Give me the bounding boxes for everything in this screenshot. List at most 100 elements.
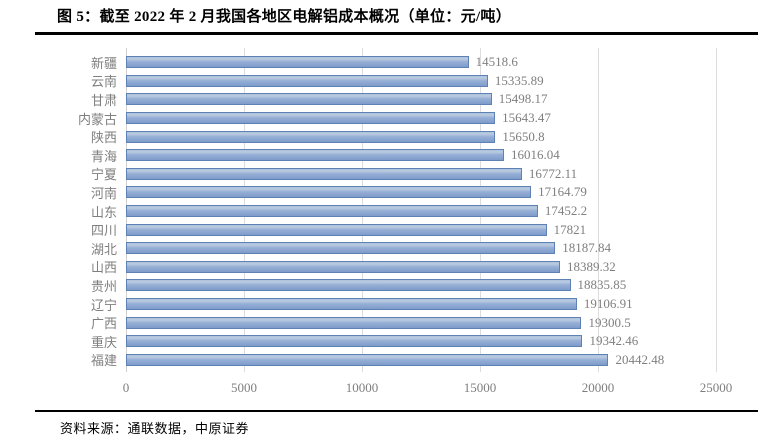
bar-row: 河南 17164.79 <box>0 183 764 202</box>
bar-track: 19106.91 <box>126 296 716 312</box>
figure-title: 图 5：截至 2022 年 2 月我国各地区电解铝成本概况（单位：元/吨） <box>57 9 512 25</box>
category-label: 云南 <box>90 74 117 90</box>
x-axis: 0 5000 10000 15000 20000 25000 <box>122 380 733 397</box>
bar-row: 重庆 19342.46 <box>0 332 764 351</box>
bar-track: 15498.17 <box>126 91 716 107</box>
bar-track: 17821 <box>126 222 716 238</box>
bar-track: 18187.84 <box>126 240 716 256</box>
bar <box>126 93 492 106</box>
bar-row: 贵州 18835.85 <box>0 276 764 295</box>
value-label: 19300.5 <box>588 314 631 330</box>
bar-row: 山西 18389.32 <box>0 258 764 277</box>
x-tick-label: 25000 <box>699 380 733 396</box>
bar-row: 宁夏 16772.11 <box>0 165 764 184</box>
bar-row: 内蒙古 15643.47 <box>0 109 764 128</box>
bar <box>126 353 609 366</box>
category-label: 福建 <box>90 353 117 369</box>
bar-chart: 新疆 14518.6 云南 15335.89 甘肃 15498.17 内蒙古 15643.47… <box>0 48 764 397</box>
category-label: 陕西 <box>90 130 117 146</box>
value-label: 19106.91 <box>583 296 633 312</box>
category-label: 山西 <box>90 260 117 276</box>
bar-row: 广西 19300.5 <box>0 313 764 332</box>
gridline <box>716 48 717 373</box>
bar-row: 陕西 15650.8 <box>0 127 764 146</box>
bar <box>126 298 577 311</box>
category-label: 青海 <box>90 148 117 164</box>
bar-track: 15650.8 <box>126 129 716 145</box>
x-tick-label: 10000 <box>345 380 379 396</box>
bar-track: 17164.79 <box>126 184 716 200</box>
category-label: 辽宁 <box>90 297 117 313</box>
bar <box>126 130 496 143</box>
category-label: 内蒙古 <box>77 111 117 127</box>
category-label: 广西 <box>90 316 117 332</box>
bar <box>126 279 571 292</box>
bar <box>126 186 532 199</box>
bar <box>126 74 488 87</box>
category-label: 四川 <box>90 223 117 239</box>
category-label: 重庆 <box>90 334 117 350</box>
bar <box>126 316 582 329</box>
bar <box>126 242 556 255</box>
value-label: 17452.2 <box>544 203 588 219</box>
category-label: 贵州 <box>90 278 117 294</box>
bar-track: 16016.04 <box>126 147 716 163</box>
bar-row: 湖北 18187.84 <box>0 239 764 258</box>
value-label: 15650.8 <box>502 128 545 144</box>
value-label: 18389.32 <box>566 258 616 274</box>
value-label: 15643.47 <box>502 110 551 126</box>
bar-track: 16772.11 <box>126 166 716 182</box>
category-label: 宁夏 <box>90 167 117 183</box>
bar-row: 新疆 14518.6 <box>0 53 764 72</box>
value-label: 19342.46 <box>589 333 639 349</box>
x-tick-label: 15000 <box>463 380 497 396</box>
value-label: 17821 <box>553 221 587 237</box>
value-label: 16016.04 <box>510 147 560 163</box>
value-label: 16772.11 <box>528 165 578 181</box>
bar <box>126 56 469 69</box>
value-label: 15498.17 <box>498 91 548 107</box>
bar <box>126 167 522 180</box>
bar-track: 15335.89 <box>126 73 716 89</box>
source-note: 资料来源：通联数据，中原证券 <box>60 421 250 437</box>
bar-track: 14518.6 <box>126 54 716 70</box>
bar <box>126 260 560 273</box>
bar <box>126 223 547 236</box>
category-label: 甘肃 <box>90 92 117 108</box>
category-label: 新疆 <box>90 55 117 71</box>
value-label: 14518.6 <box>475 54 518 70</box>
bar-track: 17452.2 <box>126 203 716 219</box>
bar-track: 18835.85 <box>126 277 716 293</box>
bar-row: 青海 16016.04 <box>0 146 764 165</box>
bar-track: 20442.48 <box>126 352 716 368</box>
x-tick-label: 0 <box>122 380 130 396</box>
bar-row: 辽宁 19106.91 <box>0 295 764 314</box>
bar-rows: 新疆 14518.6 云南 15335.89 甘肃 15498.17 内蒙古 15643.47… <box>0 53 764 369</box>
bar-row: 甘肃 15498.17 <box>0 90 764 109</box>
value-label: 20442.48 <box>615 351 665 367</box>
category-label: 湖北 <box>90 241 117 257</box>
bar-track: 19300.5 <box>126 315 716 331</box>
bar-row: 福建 20442.48 <box>0 351 764 370</box>
bar-row: 山东 17452.2 <box>0 202 764 221</box>
source-divider <box>35 410 758 413</box>
bar-track: 19342.46 <box>126 333 716 349</box>
gridline <box>598 48 599 373</box>
value-label: 18835.85 <box>577 277 627 293</box>
category-label: 河南 <box>90 185 117 201</box>
bar <box>126 335 583 348</box>
bar-track: 18389.32 <box>126 259 716 275</box>
value-label: 18187.84 <box>562 240 611 256</box>
x-tick-label: 5000 <box>231 380 257 396</box>
value-label: 17164.79 <box>538 184 587 200</box>
bar <box>126 149 504 162</box>
bar <box>126 112 496 125</box>
bar-row: 云南 15335.89 <box>0 72 764 91</box>
bar <box>126 205 538 218</box>
value-label: 15335.89 <box>494 72 544 88</box>
category-label: 山东 <box>90 204 117 220</box>
bar-row: 四川 17821 <box>0 220 764 239</box>
bar-track: 15643.47 <box>126 110 716 126</box>
plot-area: 新疆 14518.6 云南 15335.89 甘肃 15498.17 内蒙古 15643.47… <box>0 48 764 373</box>
title-divider <box>35 32 758 35</box>
